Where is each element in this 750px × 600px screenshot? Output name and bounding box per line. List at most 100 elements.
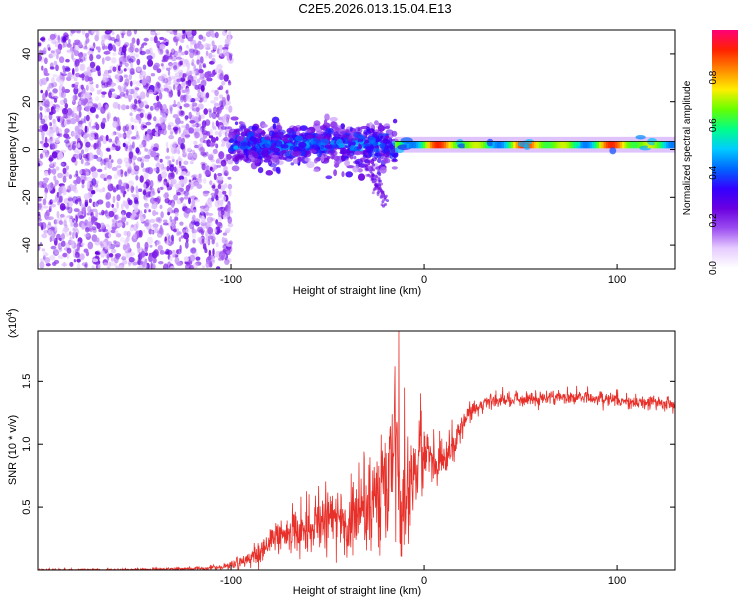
spectrogram-onset-cell <box>362 154 368 158</box>
spectrogram-noise-cell <box>214 31 219 39</box>
spectrogram-onset-cell <box>229 151 236 155</box>
spectrogram-noise-cell <box>105 192 112 200</box>
spectrogram-noise-cell <box>204 248 208 253</box>
spectrogram-noise-cell <box>181 51 185 56</box>
spectrogram-noise-cell <box>183 72 187 79</box>
spectrogram-noise-cell <box>42 205 49 209</box>
spectrogram-noise-cell <box>123 190 127 195</box>
spectrogram-onset-cell <box>373 147 381 153</box>
spectrogram-noise-cell <box>40 118 46 125</box>
spectrogram-noise-cell <box>184 50 189 56</box>
spectrogram-noise-cell <box>205 151 209 157</box>
spectrogram-noise-cell <box>133 92 139 99</box>
spectrogram-onset-cell <box>357 173 366 181</box>
spectrogram-noise-cell <box>96 156 103 162</box>
spectrogram-noise-cell <box>209 60 215 65</box>
spectrogram-noise-cell <box>64 128 70 134</box>
spectrogram-noise-cell <box>84 163 88 167</box>
spectrogram-noise-cell <box>118 132 122 139</box>
spectrogram-noise-cell <box>151 204 157 210</box>
spectrogram-onset-cell <box>385 125 390 130</box>
spectrogram-noise-cell <box>173 65 178 72</box>
spectrogram-noise-cell <box>128 74 133 81</box>
spectrogram-noise-cell <box>178 175 185 181</box>
spectrogram-onset-cell <box>320 138 330 146</box>
spectrogram-onset-cell <box>232 157 240 162</box>
spectrogram-noise-cell <box>138 101 144 109</box>
spectrogram-noise-cell <box>172 114 179 119</box>
spectrogram-noise-cell <box>172 143 179 148</box>
spectrogram-carrier-cell <box>409 141 412 149</box>
spectrogram-noise-cell <box>145 206 150 211</box>
spectrogram-noise-cell <box>221 80 226 86</box>
spectrogram-noise-cell <box>175 165 182 173</box>
spectrogram-noise-cell <box>41 131 45 137</box>
spectrogram-noise-cell <box>85 227 93 232</box>
spectrogram-noise-cell <box>58 127 62 134</box>
spectrogram-noise-cell <box>38 42 42 47</box>
spectrogram-noise-cell <box>198 215 203 219</box>
spectrogram-noise-cell <box>64 206 70 210</box>
spectrogram-noise-cell <box>159 250 165 255</box>
spectrogram-noise-cell <box>194 131 200 139</box>
spectrogram-noise-cell <box>65 141 71 148</box>
spectrogram-noise-cell <box>108 69 112 74</box>
spectrogram-noise-cell <box>97 46 101 53</box>
spectrogram-noise-cell <box>91 171 98 179</box>
spectrogram-noise-cell <box>47 221 52 226</box>
spectrogram-noise-cell <box>86 82 91 91</box>
spectrogram-onset-cell <box>269 163 277 168</box>
spectrogram-noise-cell <box>115 184 119 191</box>
spectrogram-carrier-cell <box>666 141 669 149</box>
spectrogram-noise-cell <box>55 166 60 171</box>
spectrogram-noise-cell <box>44 191 48 200</box>
colorbar-tick-label: 0.6 <box>708 118 719 132</box>
spectrogram-noise-cell <box>42 92 46 101</box>
spectrogram-noise-cell <box>100 158 104 166</box>
spectrogram-noise-cell <box>78 120 84 125</box>
spectrogram-noise-cell <box>83 115 87 124</box>
spectrogram-noise-cell <box>111 131 115 137</box>
spectrogram-carrier-cell <box>568 141 572 149</box>
spectrogram-noise-cell <box>161 181 168 190</box>
spectrogram-onset-cell <box>260 131 266 135</box>
spectrogram-tail-cell <box>369 170 373 173</box>
spectrogram-noise-cell <box>189 254 196 262</box>
spectrogram-carrier-cell <box>436 141 440 149</box>
spectrogram-carrier-cell <box>473 141 477 149</box>
spectrogram-noise-cell <box>79 252 85 261</box>
spectrogram-noise-cell <box>173 65 178 71</box>
spectrogram-noise-cell <box>202 152 207 158</box>
spectrogram-noise-cell <box>115 265 122 269</box>
spectrogram-noise-cell <box>72 226 79 232</box>
spectrogram-noise-cell <box>105 104 109 111</box>
spectrogram-onset-cell <box>349 126 353 132</box>
spectrogram-noise-cell <box>194 221 200 227</box>
spectrogram-noise-cell <box>71 112 78 118</box>
spectrogram-noise-cell <box>181 137 185 144</box>
spectrogram-noise-cell <box>189 161 194 165</box>
spectrogram-carrier-cell <box>596 141 600 149</box>
spectrogram-noise-cell <box>116 201 119 209</box>
spectrogram-noise-cell <box>144 148 149 152</box>
spectrogram-noise-cell <box>163 54 168 62</box>
spectrogram-noise-cell <box>71 95 76 103</box>
spectrogram-noise-cell <box>138 230 143 238</box>
spectrogram-noise-cell <box>216 229 223 234</box>
spectrogram-noise-cell <box>108 154 112 160</box>
spectrogram-noise-cell <box>205 55 208 59</box>
spectrogram-noise-cell <box>128 180 134 187</box>
spectrogram-carrier-cell <box>466 141 470 149</box>
spectrogram-noise-cell <box>173 31 176 35</box>
spectrogram-onset-cell <box>306 161 315 169</box>
spectrogram-noise-cell <box>170 55 177 62</box>
spectrogram-noise-cell <box>154 33 158 37</box>
spectrogram-onset-cell <box>391 130 398 137</box>
spectrogram-onset-cell <box>380 135 385 139</box>
spectrogram-noise-cell <box>200 92 206 99</box>
spectrogram-onset-cell <box>289 145 294 151</box>
spectrogram-noise-cell <box>63 261 66 267</box>
spectrogram-onset-cell <box>297 156 303 162</box>
spectrogram-noise-cell <box>73 77 78 82</box>
spectrogram-noise-cell <box>48 187 51 193</box>
